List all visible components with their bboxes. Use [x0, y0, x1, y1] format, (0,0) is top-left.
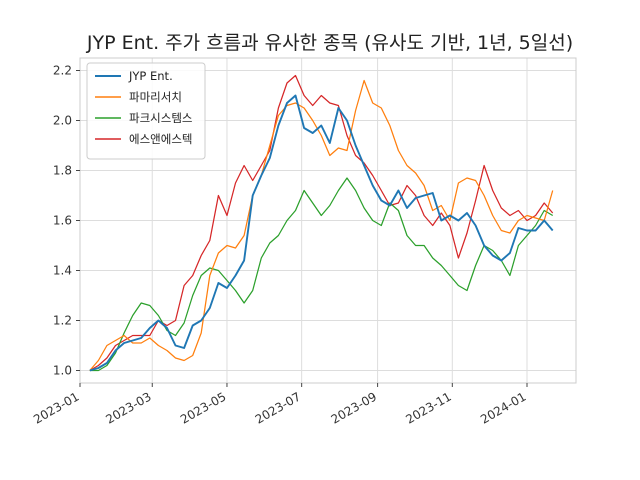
y-tick-label: 1.8 [53, 164, 72, 178]
legend-box [86, 62, 206, 160]
series-layer [89, 74, 554, 372]
y-tick-label: 2.2 [53, 64, 72, 78]
legend-label: 파마리서치 [129, 90, 182, 104]
y-tick-label: 1.2 [53, 314, 72, 328]
legend-label: JYP Ent. [128, 69, 173, 83]
legend-label: 에스앤에스텍 [129, 132, 192, 146]
y-tick-label: 1.6 [53, 214, 72, 228]
legend-label: 파크시스템스 [129, 111, 192, 125]
y-tick-label: 1.4 [53, 264, 72, 278]
y-tick-label: 2.0 [53, 114, 72, 128]
y-tick-label: 1.0 [53, 364, 72, 378]
chart-title: JYP Ent. 주가 흐름과 유사한 종목 (유사도 기반, 1년, 5일선) [86, 32, 573, 54]
series-line-0 [89, 94, 554, 372]
series-line-2 [89, 177, 554, 372]
y-axis-ticks: 1.0 1.2 1.4 1.6 1.8 2.0 2.2 [53, 64, 80, 378]
series-line-1 [89, 79, 554, 371]
series-line-3 [89, 74, 554, 372]
